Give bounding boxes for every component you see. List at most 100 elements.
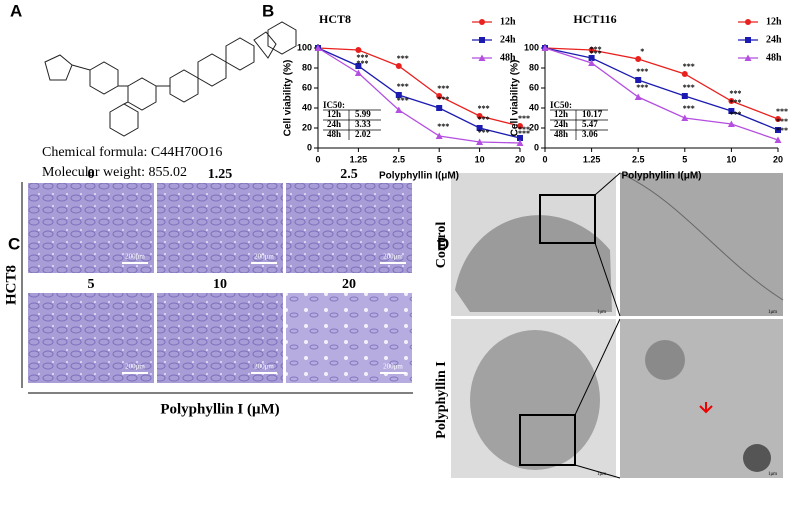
point <box>588 59 596 66</box>
series-line <box>317 47 521 127</box>
x-tick-label: 0 <box>542 154 547 164</box>
x-tick-label: 5 <box>437 154 442 164</box>
y-tick-label: 0 <box>307 142 312 152</box>
panel-label: A <box>10 1 22 20</box>
significance: *** <box>636 67 648 76</box>
dose-label: 10 <box>213 277 227 292</box>
point <box>395 92 402 98</box>
micrograph <box>286 293 412 383</box>
y-tick-label: 100 <box>524 42 539 52</box>
point <box>435 132 443 139</box>
significance: *** <box>590 49 602 58</box>
legend-label: 12h <box>500 16 516 27</box>
point <box>635 77 642 83</box>
point <box>436 93 443 99</box>
significance: *** <box>683 62 695 71</box>
ic50-cell: 48h <box>327 129 341 139</box>
significance: *** <box>437 122 449 131</box>
molecule-structure <box>44 21 297 137</box>
significance: *** <box>478 128 490 137</box>
significance: *** <box>478 115 490 124</box>
significance: *** <box>518 114 530 123</box>
point <box>774 136 782 143</box>
ic50-cell: 24h <box>327 119 341 129</box>
micrograph <box>157 183 283 273</box>
molecular-weight: Molecular weight: 855.02 <box>42 165 187 180</box>
point <box>354 69 362 76</box>
scale-bar-label: 200μm <box>125 253 145 261</box>
row-label: Polyphyllin I <box>434 361 449 438</box>
micrograph <box>28 293 154 383</box>
x-tick-label: 20 <box>515 154 525 164</box>
significance: * <box>640 47 644 56</box>
scale-bar-label: 1μm <box>768 472 777 477</box>
significance: *** <box>437 95 449 104</box>
point <box>314 44 322 51</box>
significance: *** <box>683 83 695 92</box>
point <box>476 138 484 145</box>
point <box>681 71 688 77</box>
significance: *** <box>683 104 695 113</box>
significance: *** <box>729 89 741 98</box>
scale-bar-label: 200μm <box>254 253 274 261</box>
legend-marker <box>479 19 485 25</box>
cell-line: HCT8 <box>3 265 19 305</box>
point <box>541 44 549 51</box>
point <box>681 114 689 121</box>
tem-panel <box>451 172 784 479</box>
microscopy-panel: 0 200μm 1.25 200μm 2.5 200μm 5 200μm 10 200μm 20 20… <box>28 167 412 383</box>
y-tick-label: 20 <box>529 122 539 132</box>
legend-marker <box>478 54 486 61</box>
y-tick-label: 40 <box>529 102 539 112</box>
point <box>476 125 483 131</box>
x-tick-label: 1.25 <box>350 154 368 164</box>
point <box>727 120 735 127</box>
ic50-title: IC50: <box>550 100 572 110</box>
dose-label: 0 <box>88 167 95 182</box>
significance: *** <box>518 129 530 138</box>
series-line <box>544 47 779 120</box>
point <box>395 106 403 113</box>
axis-title: Polyphyllin I (μM) <box>160 401 279 417</box>
scale-bar-label: 1μm <box>597 472 606 477</box>
significance: *** <box>729 110 741 119</box>
legend-marker <box>745 19 751 25</box>
significance: *** <box>397 96 409 105</box>
y-tick-label: 100 <box>297 42 312 52</box>
scale-bar-label: 1μm <box>768 310 777 315</box>
scale-bar-label: 1μm <box>597 310 606 315</box>
x-axis-title: Polyphyllin I(μM) <box>621 171 701 182</box>
point <box>728 98 735 104</box>
panel-label: D <box>437 234 449 253</box>
x-axis-title: Polyphyllin I(μM) <box>379 171 459 182</box>
point <box>476 113 483 119</box>
legend-label: 24h <box>766 34 782 45</box>
point <box>516 139 524 146</box>
legend-label: 48h <box>766 52 782 63</box>
series-line <box>544 47 779 131</box>
x-tick-label: 0 <box>315 154 320 164</box>
legend-label: 48h <box>500 52 516 63</box>
significance: *** <box>636 83 648 92</box>
point <box>775 116 781 122</box>
significance: *** <box>776 126 788 135</box>
chart-title: HCT8 <box>319 12 351 26</box>
significance: *** <box>397 54 409 63</box>
point <box>681 93 688 99</box>
x-tick-label: 2.5 <box>632 154 645 164</box>
significance: *** <box>478 104 490 113</box>
ic50-cell: 2.02 <box>355 129 371 139</box>
dose-label: 2.5 <box>340 167 358 182</box>
ic50-cell: 10.17 <box>582 109 603 119</box>
legend-label: 12h <box>766 16 782 27</box>
y-tick-label: 0 <box>534 142 539 152</box>
significance: *** <box>397 82 409 91</box>
point <box>517 123 523 129</box>
row-label: Control <box>434 222 449 269</box>
legend-marker <box>479 37 485 43</box>
ic50-cell: 48h <box>554 129 568 139</box>
point <box>517 135 523 141</box>
y-tick-label: 40 <box>302 102 312 112</box>
significance: *** <box>356 59 368 68</box>
dose-label: 1.25 <box>208 167 233 182</box>
